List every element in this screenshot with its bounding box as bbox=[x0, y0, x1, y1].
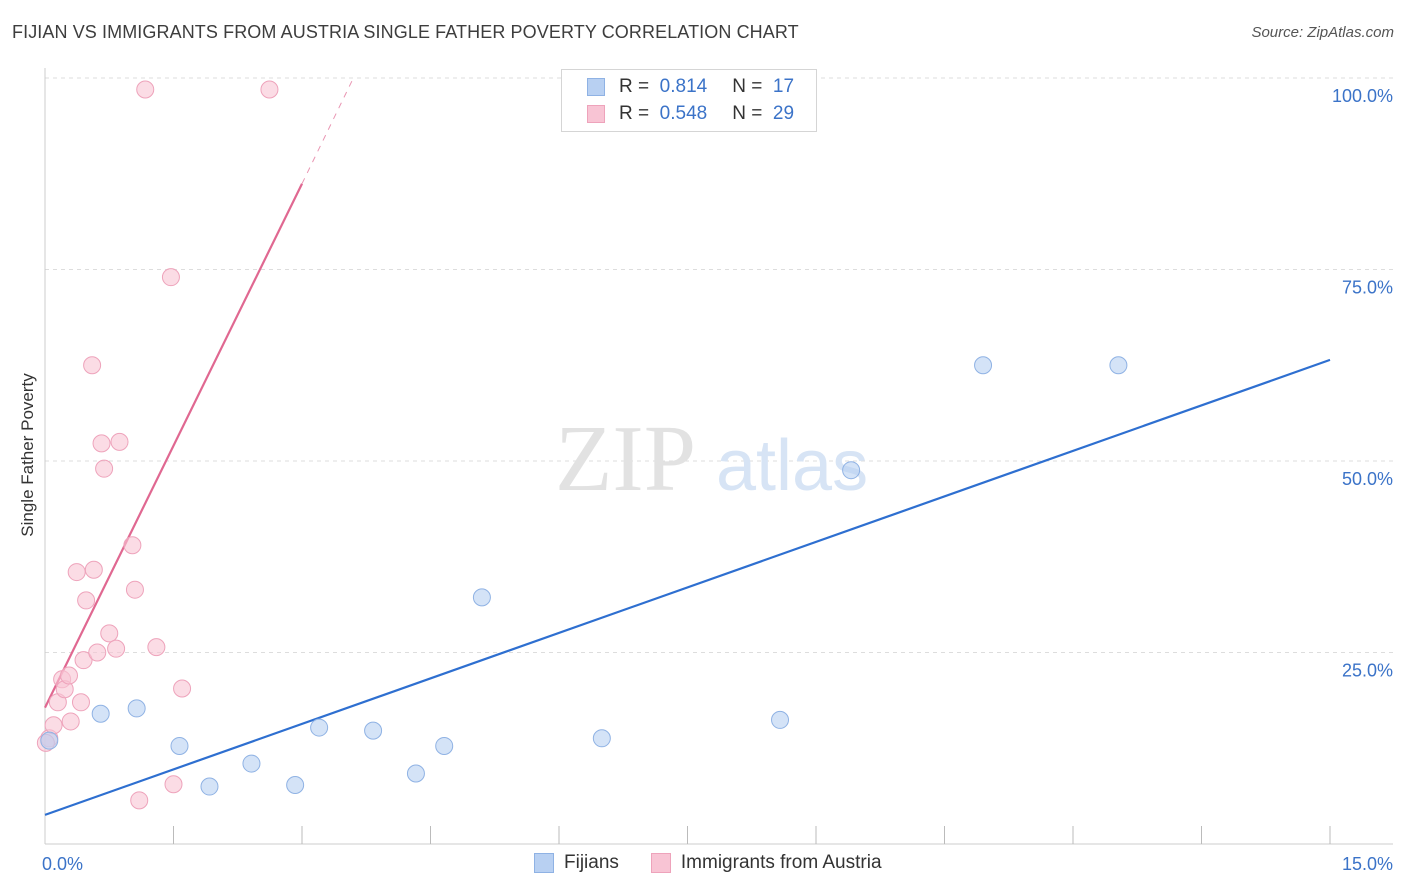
austria-swatch bbox=[587, 105, 605, 123]
austria-point bbox=[95, 459, 114, 478]
austria-point bbox=[77, 591, 96, 610]
fijians-swatch bbox=[587, 78, 605, 96]
fijians-point bbox=[127, 699, 146, 718]
austria-point bbox=[84, 560, 103, 579]
y-tick-label: 25.0% bbox=[1342, 661, 1393, 681]
n-value: 17 bbox=[772, 76, 795, 97]
axes bbox=[44, 68, 1393, 845]
legend-item-fijians[interactable]: Fijians bbox=[534, 852, 619, 874]
grid-lines bbox=[45, 77, 1393, 653]
y-tick-label: 75.0% bbox=[1342, 278, 1393, 298]
austria-point bbox=[74, 651, 93, 670]
austria-point bbox=[260, 80, 279, 99]
x-tick-label: 15.0% bbox=[1342, 854, 1393, 874]
austria-point bbox=[130, 791, 149, 810]
austria-point bbox=[88, 643, 107, 662]
source-label: Source: ZipAtlas.com bbox=[1251, 24, 1394, 41]
austria-point bbox=[67, 563, 86, 582]
austria-point bbox=[164, 775, 183, 794]
austria-legend-swatch bbox=[650, 853, 671, 873]
data-points bbox=[36, 80, 1128, 810]
correlation-legend: R = 0.814 N = 17 R = 0.548 N = 29 bbox=[561, 69, 817, 132]
legend-item-austria[interactable]: Immigrants from Austria bbox=[650, 852, 882, 874]
austria-point bbox=[123, 536, 142, 555]
austria-point bbox=[136, 80, 155, 99]
trend-lines bbox=[44, 77, 1331, 816]
fijians-point bbox=[435, 736, 454, 755]
austria-point bbox=[92, 434, 111, 453]
fijians-point bbox=[170, 736, 189, 755]
austria-point bbox=[44, 716, 63, 735]
fijians-point bbox=[310, 718, 329, 737]
fijians-trend-line bbox=[44, 358, 1331, 816]
fijians-point bbox=[364, 721, 383, 740]
legend-row-fijians: R = 0.814 N = 17 bbox=[587, 76, 794, 98]
fijians-point bbox=[200, 777, 219, 796]
fijians-point bbox=[91, 704, 110, 723]
fijians-point bbox=[406, 764, 425, 783]
fijians-point bbox=[1109, 356, 1128, 375]
legend-row-austria: R = 0.548 N = 29 bbox=[587, 103, 794, 125]
austria-point bbox=[173, 679, 192, 698]
n-label: N = bbox=[732, 76, 763, 97]
y-tick-label: 100.0% bbox=[1332, 86, 1393, 106]
r-value: 0.548 bbox=[659, 103, 708, 124]
watermark-zip: ZIP bbox=[555, 407, 696, 511]
austria-trend-extension bbox=[301, 77, 354, 184]
n-label: N = bbox=[732, 103, 763, 124]
fijians-point bbox=[842, 461, 861, 480]
fijians-point bbox=[974, 356, 993, 375]
y-tick-label: 50.0% bbox=[1342, 469, 1393, 489]
x-tick-label: 0.0% bbox=[42, 854, 83, 874]
series-legend: Fijians Immigrants from Austria bbox=[534, 852, 914, 874]
austria-point bbox=[100, 624, 119, 643]
austria-point bbox=[59, 666, 78, 685]
austria-trend-line bbox=[44, 183, 303, 709]
fijians-legend-label: Fijians bbox=[564, 852, 619, 873]
austria-point bbox=[107, 639, 126, 658]
fijians-point bbox=[242, 754, 261, 773]
fijians-point bbox=[286, 776, 305, 795]
austria-point bbox=[125, 580, 144, 599]
austria-point bbox=[147, 638, 166, 657]
austria-point bbox=[83, 356, 102, 375]
n-value: 29 bbox=[772, 103, 795, 124]
fijians-point bbox=[40, 731, 59, 750]
r-label: R = bbox=[619, 76, 650, 97]
fijians-point bbox=[472, 588, 491, 607]
austria-point bbox=[161, 268, 180, 287]
r-label: R = bbox=[619, 103, 650, 124]
chart-title: FIJIAN VS IMMIGRANTS FROM AUSTRIA SINGLE… bbox=[12, 22, 799, 42]
watermark: ZIP atlas bbox=[555, 407, 868, 511]
austria-point bbox=[61, 712, 80, 731]
austria-legend-label: Immigrants from Austria bbox=[680, 852, 882, 873]
fijians-point bbox=[771, 710, 790, 729]
r-value: 0.814 bbox=[659, 76, 708, 97]
austria-point bbox=[71, 693, 90, 712]
tick-labels: 100.0% 75.0% 50.0% 25.0% 0.0% 15.0% bbox=[42, 86, 1393, 874]
fijians-legend-swatch bbox=[534, 853, 554, 873]
fijians-point bbox=[592, 729, 611, 748]
austria-point bbox=[110, 432, 129, 451]
watermark-atlas: atlas bbox=[716, 426, 868, 506]
